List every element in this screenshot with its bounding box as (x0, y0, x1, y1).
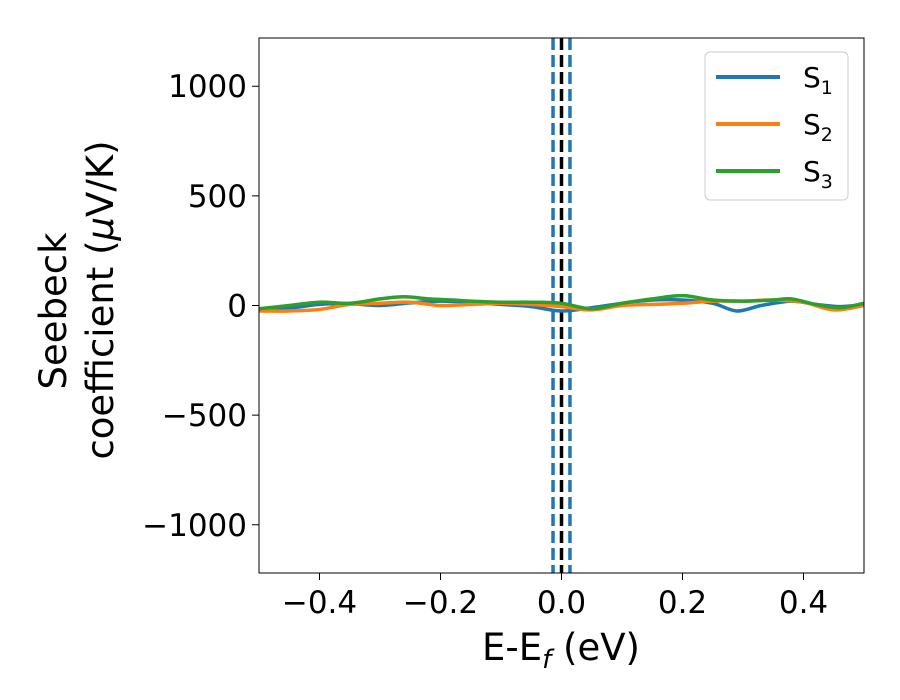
x-axis-label: E-Ef (eV) (482, 626, 640, 675)
x-axis: −0.4 −0.2 0.0 0.2 0.4 (282, 573, 828, 621)
y-axis-label-line2: coefficient (μV/K) (79, 140, 122, 459)
legend-label-1: S1 (803, 61, 833, 99)
y-axis-label-line1: Seebeck (32, 232, 75, 390)
y-axis: −1000 −500 0 500 1000 (142, 69, 259, 544)
legend-label-3: S3 (803, 155, 833, 193)
x-tick-label: 0.2 (658, 585, 707, 621)
reference-lines (551, 38, 572, 573)
y-tick-label: −1000 (142, 508, 247, 544)
y-tick-label: −500 (162, 398, 247, 434)
legend-label-2: S2 (803, 108, 833, 146)
legend: S1 S2 S3 (704, 51, 849, 201)
x-tick-label: 0.4 (779, 585, 828, 621)
x-tick-label: −0.2 (403, 585, 478, 621)
y-tick-label: 1000 (168, 69, 247, 105)
y-tick-label: 500 (188, 179, 247, 215)
y-tick-label: 0 (227, 289, 247, 325)
x-tick-label: 0.0 (537, 585, 586, 621)
series-line-3 (259, 293, 864, 311)
series-lines (259, 293, 864, 313)
x-tick-label: −0.4 (282, 585, 357, 621)
